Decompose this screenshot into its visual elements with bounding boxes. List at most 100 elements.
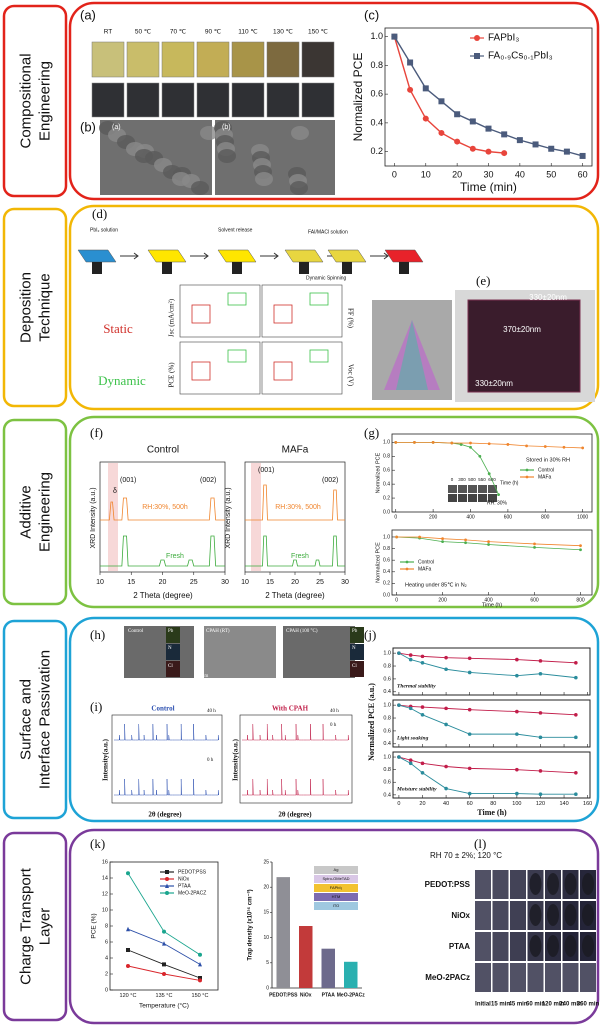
data-point: [441, 540, 444, 544]
chart-label: Moisture stability: [396, 786, 437, 792]
legend-label: PEDOT:PSS: [178, 869, 207, 875]
data-point: [538, 769, 543, 773]
device-photo: [475, 870, 491, 899]
panel-letter: (g): [364, 425, 379, 440]
data-point: [574, 661, 578, 665]
panel-letter: (c): [364, 7, 379, 22]
data-point: [543, 445, 547, 448]
xrd-pattern: [245, 484, 345, 521]
row-label: Deposition: [17, 272, 34, 343]
data-point: [420, 705, 425, 709]
x-tick-label: 15: [127, 579, 135, 586]
condition-label: RH:30%, 500h: [275, 504, 321, 511]
layer: [314, 893, 358, 901]
inset-photo: [458, 485, 467, 493]
data-point: [420, 654, 425, 659]
x-tick-label: 50: [546, 169, 556, 179]
eds-map: [166, 627, 180, 643]
spin-chuck: [92, 262, 102, 274]
data-point: [478, 454, 482, 458]
device-photo: [475, 932, 491, 961]
inset-photo: [458, 494, 467, 502]
degradation-spot: [564, 935, 577, 957]
data-point: [408, 653, 413, 657]
film-photo: [301, 82, 335, 118]
sem-grain: [191, 181, 209, 195]
data-point: [165, 877, 169, 881]
inset-photo: [488, 485, 497, 493]
data-point: [397, 755, 401, 759]
data-point: [198, 978, 202, 983]
annotation: Time (h): [500, 480, 519, 486]
annotation: RH: 30%: [487, 500, 508, 506]
chart-label: Light soaking: [396, 735, 429, 741]
panel-letter: (k): [90, 836, 105, 851]
scale-label: 2 μm: [198, 674, 208, 679]
xrd-pattern: [100, 535, 225, 567]
arrow: [260, 252, 279, 260]
degradation-spot: [547, 935, 559, 957]
data-point: [515, 709, 519, 714]
step-label: PbI₂ solution: [90, 227, 118, 233]
data-point: [574, 735, 578, 740]
x-axis-label: Time (h): [482, 602, 502, 608]
legend-label: NiOx: [178, 876, 190, 882]
data-point: [408, 758, 413, 762]
panel-letter: (f): [90, 425, 103, 440]
data-point: [538, 659, 543, 663]
image-label: Control: [128, 629, 144, 634]
axis-label: XRD Intensity (a.u.): [90, 487, 97, 548]
data-point: [126, 964, 130, 968]
thickness-label: 330±20nm: [475, 379, 513, 388]
layer-label: FAPbI₃: [330, 885, 343, 890]
sem-grain: [290, 181, 308, 195]
data-point: [467, 791, 472, 796]
step-label: Dynamic Spinning: [306, 275, 347, 281]
x-tick-label: 10: [96, 579, 104, 586]
axis-label: 2θ (degree): [278, 811, 312, 819]
degradation-spot: [547, 904, 559, 926]
condition-label: RH 70 ± 2%; 120 °C: [430, 851, 502, 860]
data-point: [444, 706, 448, 711]
spin-chuck: [399, 262, 409, 274]
y-tick-label: 0.0: [383, 592, 390, 598]
y-tick-label: 0.6: [383, 676, 391, 682]
data-point: [438, 129, 445, 136]
film-photo: [126, 41, 160, 78]
column-name: 60 min: [526, 1002, 545, 1008]
data-point: [525, 468, 529, 472]
series-line: [398, 756, 576, 795]
data-point: [525, 444, 528, 448]
spin-chuck: [342, 262, 352, 274]
x-tick-label: 40: [515, 169, 525, 179]
series-line: [398, 704, 576, 738]
sem-grain: [172, 172, 190, 186]
element-label: N: [352, 646, 356, 651]
x-tick-label: 120 °C: [120, 993, 137, 999]
process-step: [384, 249, 424, 263]
row-name: NiOx: [451, 911, 470, 920]
device-photo: [492, 870, 509, 899]
series-line: [398, 652, 576, 664]
row-label-box: [2, 418, 68, 606]
data-point: [422, 115, 429, 122]
peak-label: δ: [113, 488, 117, 495]
data-point: [533, 542, 536, 546]
box-static: [191, 304, 211, 324]
row-name: PTAA: [449, 942, 470, 951]
data-point: [394, 440, 398, 444]
y-tick-label: 16: [102, 859, 108, 865]
device-photo: [475, 901, 491, 930]
row-name: MeO-2PACz: [425, 973, 470, 982]
data-point: [515, 732, 519, 736]
y-tick-label: 14: [102, 875, 108, 881]
data-point: [515, 791, 519, 796]
sample-label: With CPAH: [272, 705, 309, 713]
box-dynamic: [309, 292, 329, 306]
data-point: [574, 770, 578, 775]
panel-letter: (b): [80, 119, 96, 134]
row-frame: [68, 415, 600, 609]
y-tick-label: 0.6: [383, 780, 391, 786]
x-tick-label: 30: [341, 579, 349, 586]
degradation-spot: [529, 904, 542, 926]
